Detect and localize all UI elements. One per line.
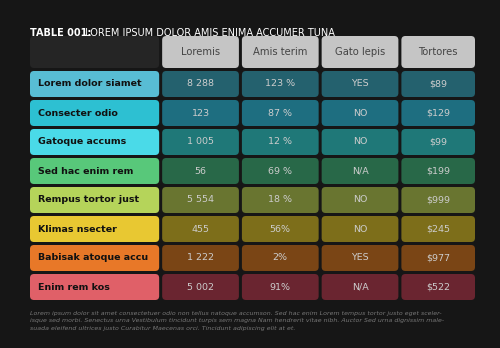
FancyBboxPatch shape [30,36,159,68]
Text: 56: 56 [194,166,206,175]
FancyBboxPatch shape [322,187,398,213]
FancyBboxPatch shape [402,158,475,184]
FancyBboxPatch shape [242,187,318,213]
Text: N/A: N/A [352,166,368,175]
Text: NO: NO [353,109,367,118]
Text: 123: 123 [192,109,210,118]
Text: Consecter odio: Consecter odio [38,109,118,118]
Text: Babisak atoque accu: Babisak atoque accu [38,253,148,262]
FancyBboxPatch shape [162,158,239,184]
Text: 87 %: 87 % [268,109,292,118]
Text: NO: NO [353,224,367,234]
Text: $129: $129 [426,109,450,118]
Text: Rempus tortor just: Rempus tortor just [38,196,139,205]
FancyBboxPatch shape [322,216,398,242]
Text: Klimas nsecter: Klimas nsecter [38,224,117,234]
Text: Tortores: Tortores [418,47,458,57]
Text: 2%: 2% [273,253,288,262]
Text: $245: $245 [426,224,450,234]
Text: Sed hac enim rem: Sed hac enim rem [38,166,134,175]
FancyBboxPatch shape [30,158,159,184]
Text: Lorem ipsum dolor sit amet consectetuer odio non tellus natoque accumson. Sed ha: Lorem ipsum dolor sit amet consectetuer … [30,311,444,331]
FancyBboxPatch shape [402,245,475,271]
Text: 1 005: 1 005 [187,137,214,147]
FancyBboxPatch shape [322,245,398,271]
FancyBboxPatch shape [30,187,159,213]
FancyBboxPatch shape [322,129,398,155]
FancyBboxPatch shape [402,216,475,242]
Text: YES: YES [351,253,369,262]
Text: Loremis: Loremis [181,47,220,57]
Text: 1 222: 1 222 [187,253,214,262]
FancyBboxPatch shape [402,274,475,300]
FancyBboxPatch shape [30,71,159,97]
Text: $999: $999 [426,196,450,205]
Text: 12 %: 12 % [268,137,292,147]
Text: 123 %: 123 % [265,79,296,88]
Text: $89: $89 [429,79,447,88]
FancyBboxPatch shape [322,71,398,97]
Text: NO: NO [353,196,367,205]
Text: 5 002: 5 002 [187,283,214,292]
Text: Gato lepis: Gato lepis [335,47,385,57]
FancyBboxPatch shape [322,36,398,68]
FancyBboxPatch shape [242,71,318,97]
FancyBboxPatch shape [162,216,239,242]
FancyBboxPatch shape [30,245,159,271]
Text: 18 %: 18 % [268,196,292,205]
FancyBboxPatch shape [162,187,239,213]
FancyBboxPatch shape [242,100,318,126]
FancyBboxPatch shape [242,274,318,300]
Text: 91%: 91% [270,283,291,292]
FancyBboxPatch shape [242,245,318,271]
Text: 8 288: 8 288 [187,79,214,88]
FancyBboxPatch shape [242,36,318,68]
Text: 5 554: 5 554 [187,196,214,205]
Text: $977: $977 [426,253,450,262]
FancyBboxPatch shape [402,129,475,155]
Text: N/A: N/A [352,283,368,292]
FancyBboxPatch shape [162,71,239,97]
FancyBboxPatch shape [162,36,239,68]
FancyBboxPatch shape [402,36,475,68]
FancyBboxPatch shape [322,158,398,184]
Text: $99: $99 [429,137,447,147]
Text: Amis terim: Amis terim [253,47,308,57]
FancyBboxPatch shape [162,100,239,126]
Text: NO: NO [353,137,367,147]
FancyBboxPatch shape [322,100,398,126]
Text: YES: YES [351,79,369,88]
FancyBboxPatch shape [402,100,475,126]
Text: Lorem dolor siamet: Lorem dolor siamet [38,79,142,88]
Text: Enim rem kos: Enim rem kos [38,283,110,292]
FancyBboxPatch shape [402,187,475,213]
FancyBboxPatch shape [242,158,318,184]
Text: Gatoque accums: Gatoque accums [38,137,126,147]
FancyBboxPatch shape [162,245,239,271]
FancyBboxPatch shape [30,274,159,300]
FancyBboxPatch shape [162,274,239,300]
Text: $522: $522 [426,283,450,292]
Text: 69 %: 69 % [268,166,292,175]
FancyBboxPatch shape [322,274,398,300]
Text: 56%: 56% [270,224,291,234]
FancyBboxPatch shape [402,71,475,97]
Text: LOREM IPSUM DOLOR AMIS ENIMA ACCUMER TUNA: LOREM IPSUM DOLOR AMIS ENIMA ACCUMER TUN… [82,28,335,38]
FancyBboxPatch shape [242,129,318,155]
FancyBboxPatch shape [30,216,159,242]
Text: $199: $199 [426,166,450,175]
FancyBboxPatch shape [30,100,159,126]
FancyBboxPatch shape [242,216,318,242]
Text: 455: 455 [192,224,210,234]
Text: TABLE 001:: TABLE 001: [30,28,92,38]
FancyBboxPatch shape [162,129,239,155]
FancyBboxPatch shape [30,129,159,155]
